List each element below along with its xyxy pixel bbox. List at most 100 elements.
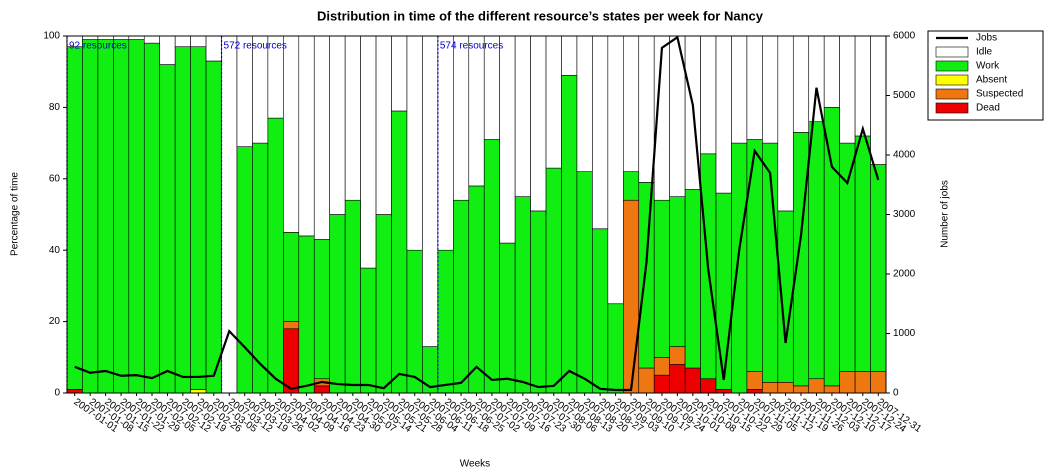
- bar-segment: [514, 196, 531, 394]
- bar-segment: [731, 142, 748, 394]
- bar-segment: [344, 35, 361, 201]
- annotation: 572 resources: [224, 41, 287, 52]
- bar-segment: [66, 46, 83, 390]
- bar-segment: [128, 35, 145, 40]
- legend-label: Suspected: [976, 89, 1023, 100]
- bar-segment: [762, 35, 779, 144]
- bar-segment: [66, 389, 83, 394]
- bar-segment: [453, 199, 470, 394]
- bar-segment: [715, 192, 732, 390]
- chart-title: Distribution in time of the different re…: [317, 8, 764, 23]
- y-tick-label: 80: [49, 102, 61, 113]
- bar-segment: [313, 35, 330, 240]
- bar-segment: [499, 242, 516, 394]
- bar-segment: [653, 374, 670, 394]
- bar-segment: [561, 74, 578, 394]
- bar-segment: [514, 35, 531, 197]
- bar-segment: [839, 371, 856, 394]
- bar-segment: [669, 196, 686, 347]
- bar-segment: [283, 328, 300, 394]
- bar-segment: [159, 64, 176, 394]
- bar-segment: [839, 35, 856, 144]
- y-tick-label: 40: [49, 245, 61, 256]
- legend-label: Idle: [976, 47, 993, 58]
- bar-segment: [143, 35, 161, 44]
- bar-segment: [221, 35, 238, 394]
- y2-axis-label: Number of jobs: [940, 180, 951, 248]
- bar-segment: [190, 46, 207, 390]
- bar-segment: [190, 35, 207, 48]
- bar-segment: [530, 35, 547, 212]
- bar-segment: [329, 35, 346, 215]
- bar-segment: [777, 381, 794, 394]
- y-tick-label: 100: [43, 31, 60, 42]
- bar-segment: [700, 378, 717, 394]
- bar-segment: [128, 39, 145, 394]
- bar-segment: [391, 35, 408, 112]
- bar-segment: [638, 367, 655, 394]
- bar-segment: [823, 107, 840, 387]
- bar-segment: [205, 60, 222, 394]
- bar-segment: [854, 35, 871, 137]
- bar-segment: [715, 389, 732, 394]
- x-axis-label: Weeks: [460, 459, 490, 470]
- bar-segment: [97, 39, 114, 394]
- bar-segment: [267, 117, 284, 394]
- bar-segment: [792, 35, 810, 133]
- bar-segment: [823, 35, 840, 108]
- bar-segment: [329, 214, 346, 394]
- bar-segment: [483, 139, 500, 394]
- bar-segment: [746, 371, 763, 390]
- bar-segment: [854, 135, 871, 372]
- y-tick-label: 60: [49, 173, 61, 184]
- bar-segment: [545, 35, 562, 169]
- bar-segment: [684, 189, 701, 369]
- bar-segment: [576, 171, 593, 394]
- bar-segment: [808, 121, 825, 380]
- bar-segment: [375, 35, 392, 215]
- bar-segment: [298, 235, 315, 394]
- y-tick-label: 20: [49, 316, 61, 327]
- bar-segment: [375, 214, 392, 394]
- legend-swatch: [935, 46, 969, 58]
- bar-segment: [870, 35, 887, 165]
- bar-segment: [422, 35, 439, 347]
- bar-segment: [159, 35, 176, 65]
- y2-tick-label: 5000: [893, 90, 916, 101]
- bar-segment: [623, 171, 640, 201]
- bar-segment: [499, 35, 516, 244]
- annotation: 92 resources: [69, 41, 127, 52]
- bar-segment: [360, 267, 377, 394]
- bar-segment: [190, 389, 207, 394]
- legend-label: Jobs: [976, 33, 997, 44]
- bar-segment: [870, 371, 887, 394]
- line-series: [74, 35, 880, 392]
- bar-segment: [391, 110, 408, 394]
- bar-segment: [113, 39, 130, 394]
- bar-segment: [82, 35, 99, 40]
- bar-segment: [313, 385, 330, 394]
- bar-segment: [283, 35, 300, 233]
- legend-label: Absent: [976, 75, 1007, 86]
- bar-segment: [406, 35, 423, 251]
- bar-segment: [638, 182, 655, 369]
- bar-segment: [252, 142, 269, 394]
- y2-tick-label: 1000: [893, 328, 916, 339]
- bar-segment: [762, 381, 779, 394]
- bar-segment: [252, 35, 269, 144]
- bar-segment: [669, 364, 686, 394]
- bar-segment: [236, 35, 253, 147]
- bar-segment: [113, 35, 130, 40]
- bar-segment: [777, 210, 794, 383]
- bar-segment: [808, 378, 825, 394]
- bar-segment: [236, 146, 253, 394]
- bar-segment: [298, 35, 315, 237]
- bar-segment: [545, 167, 562, 394]
- y2-tick-label: 2000: [893, 269, 916, 280]
- bar-segment: [607, 35, 624, 305]
- bar-segment: [607, 303, 624, 394]
- bar-segment: [360, 35, 377, 269]
- y-axis-label: Percentage of time: [10, 172, 21, 256]
- bar-segment: [97, 35, 114, 40]
